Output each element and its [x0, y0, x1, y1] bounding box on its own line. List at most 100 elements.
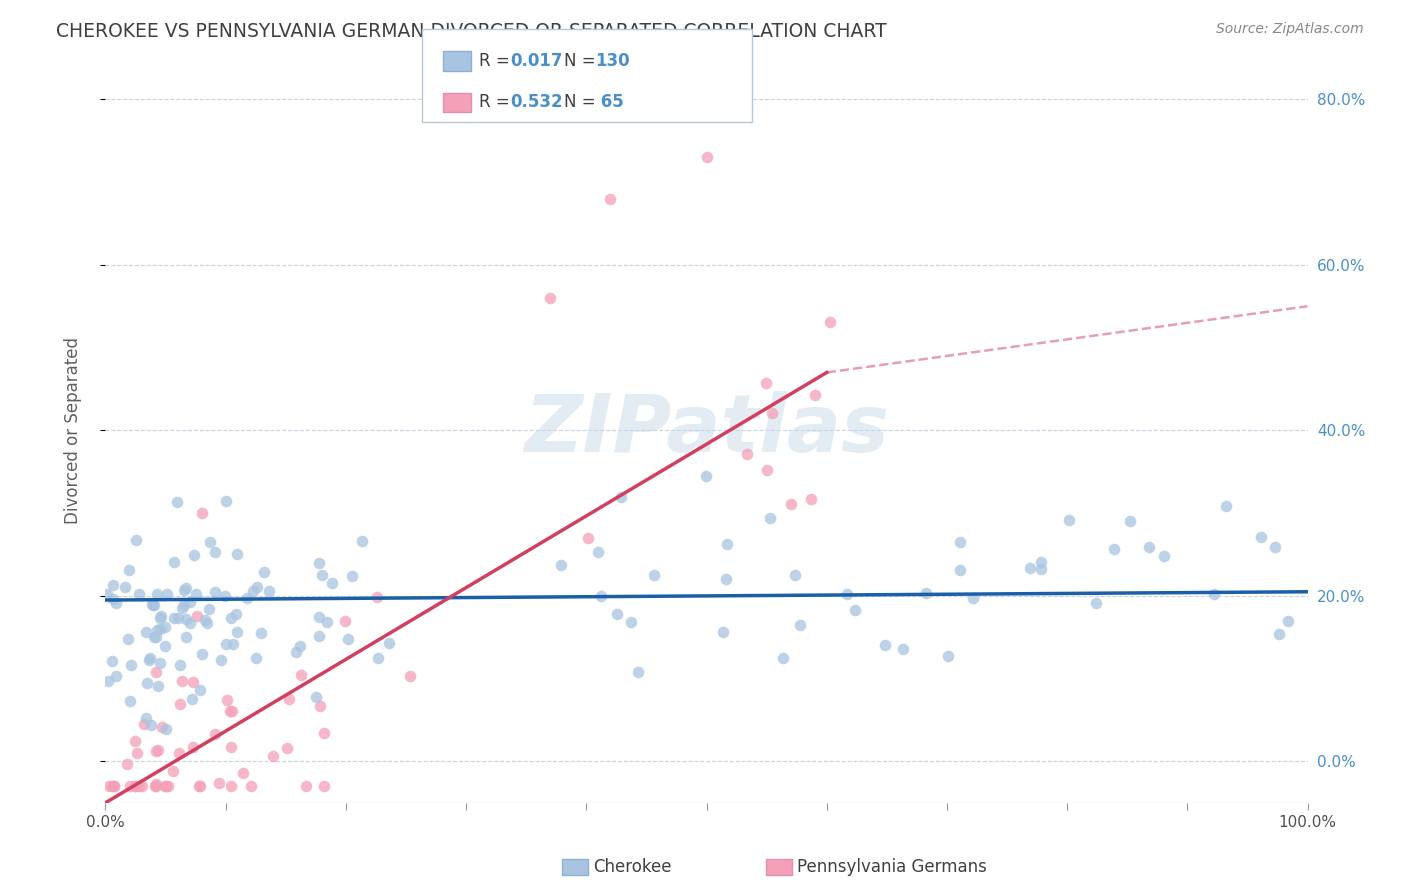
Point: [321, 576, 343, 591]
Point: [180, 692, 202, 706]
Point: [222, 637, 245, 651]
Point: [207, 776, 229, 790]
Point: [308, 556, 330, 570]
Point: [190, 506, 212, 520]
Point: [145, 743, 167, 757]
Point: [285, 645, 308, 659]
Point: [1202, 587, 1225, 601]
Point: [818, 315, 841, 329]
Point: [131, 779, 153, 793]
Text: Source: ZipAtlas.com: Source: ZipAtlas.com: [1216, 22, 1364, 37]
Point: [141, 597, 163, 611]
Point: [225, 624, 247, 639]
Point: [250, 626, 273, 640]
Point: [149, 608, 172, 623]
Point: [172, 674, 194, 689]
Point: [174, 630, 197, 644]
Point: [1019, 561, 1042, 575]
Point: [305, 690, 328, 704]
Point: [219, 739, 242, 754]
Point: [204, 727, 226, 741]
Point: [188, 682, 211, 697]
Point: [1031, 555, 1053, 569]
Point: [290, 667, 312, 681]
Point: [118, 779, 141, 793]
Point: [103, 779, 125, 793]
Point: [145, 779, 167, 793]
Point: [146, 587, 169, 601]
Point: [145, 623, 167, 637]
Point: [103, 578, 125, 592]
Point: [936, 649, 959, 664]
Point: [127, 746, 149, 760]
Point: [156, 587, 179, 601]
Point: [308, 610, 330, 624]
Point: [758, 511, 780, 525]
Text: R =: R =: [479, 94, 516, 112]
Point: [262, 749, 284, 764]
Point: [1268, 627, 1291, 641]
Point: [1250, 530, 1272, 544]
Point: [785, 567, 807, 582]
Point: [367, 651, 389, 665]
Point: [117, 757, 139, 772]
Point: [219, 704, 242, 718]
Point: [167, 611, 190, 625]
Point: [308, 629, 330, 643]
Point: [128, 587, 150, 601]
Point: [174, 581, 197, 595]
Text: N =: N =: [564, 52, 600, 70]
Point: [780, 497, 803, 511]
Point: [124, 734, 146, 748]
Point: [695, 469, 717, 483]
Point: [173, 583, 195, 598]
Point: [150, 720, 173, 734]
Point: [142, 598, 165, 612]
Point: [761, 406, 783, 420]
Point: [643, 568, 665, 582]
Text: 0.017: 0.017: [510, 52, 562, 70]
Point: [97, 779, 120, 793]
Point: [181, 740, 204, 755]
Point: [312, 726, 335, 740]
Point: [799, 492, 821, 507]
Point: [142, 598, 165, 612]
Point: [711, 624, 734, 639]
Point: [204, 545, 226, 559]
Point: [1137, 541, 1160, 555]
Point: [214, 589, 236, 603]
Point: [627, 665, 650, 679]
Point: [277, 692, 299, 706]
Point: [176, 611, 198, 625]
Text: Cherokee: Cherokee: [593, 858, 672, 876]
Point: [138, 653, 160, 667]
Point: [309, 698, 332, 713]
Point: [155, 640, 177, 654]
Point: [219, 610, 242, 624]
Point: [335, 615, 357, 629]
Point: [155, 779, 177, 793]
Point: [236, 591, 259, 605]
Point: [312, 779, 335, 793]
Point: [873, 638, 896, 652]
Point: [398, 669, 420, 683]
Point: [204, 585, 226, 599]
Point: [696, 150, 718, 164]
Point: [188, 779, 211, 793]
Point: [215, 493, 238, 508]
Point: [295, 779, 318, 793]
Point: [366, 590, 388, 604]
Text: R =: R =: [479, 52, 516, 70]
Point: [97, 673, 120, 688]
Point: [149, 656, 172, 670]
Point: [163, 555, 186, 569]
Point: [844, 603, 866, 617]
Point: [117, 632, 139, 646]
Point: [789, 617, 811, 632]
Point: [893, 642, 915, 657]
Point: [149, 622, 172, 636]
Point: [143, 779, 166, 793]
Point: [135, 675, 157, 690]
Point: [576, 531, 599, 545]
Point: [378, 635, 401, 649]
